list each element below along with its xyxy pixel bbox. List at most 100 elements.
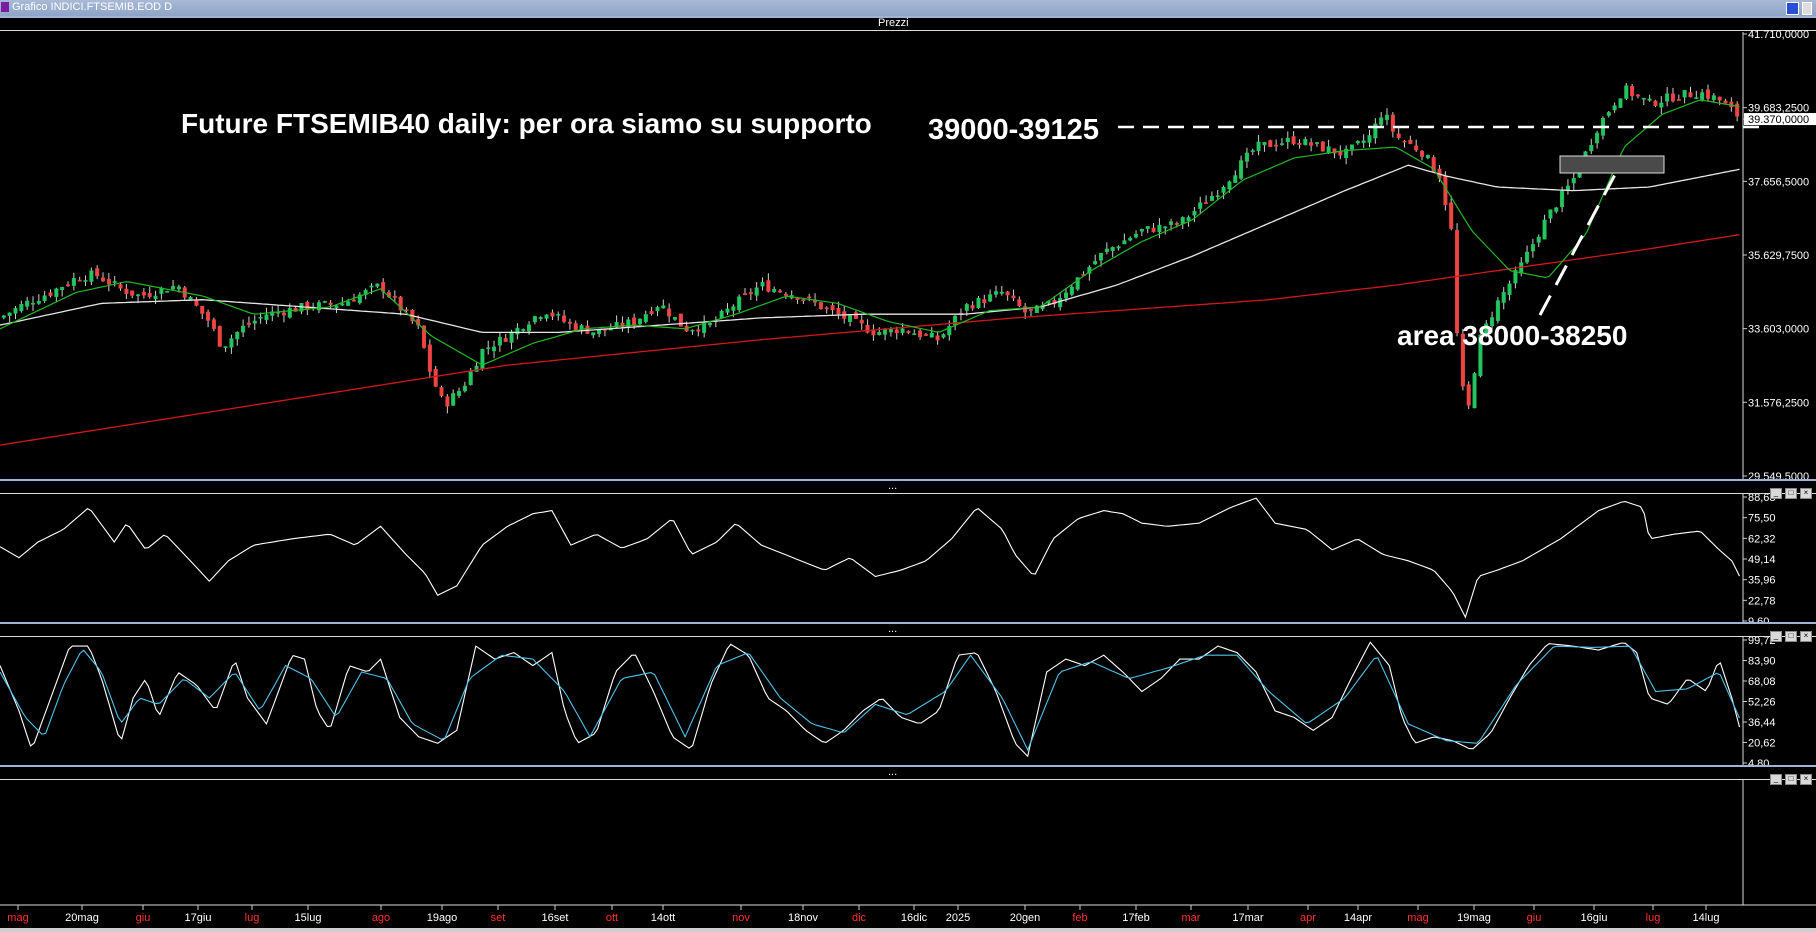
resistance-label: 39000-39125 [928,114,1099,146]
candle-body [532,316,537,323]
candle-body [1635,94,1640,97]
stoch-pane-header: ... _ □ × [0,622,1816,642]
candle-body [101,277,106,282]
candle-body [801,299,806,301]
candle-body [1279,143,1284,145]
pane-close-button[interactable]: × [1800,631,1812,642]
candle-body [1093,261,1098,265]
candle-body [1303,139,1308,146]
x-axis-tick: 14ott [651,912,675,924]
candle-body [503,338,508,342]
pane-close-button[interactable]: × [1800,488,1812,499]
x-axis-tick: 16set [542,912,569,924]
candle-body [678,313,683,327]
pane-maximize-button[interactable]: □ [1785,488,1797,499]
candle-body [620,322,625,327]
candle-body [42,295,47,302]
candle-body [929,332,934,338]
candle-body [241,325,246,333]
candle-body [1612,105,1617,111]
pane-minimize-button[interactable]: _ [1770,774,1782,785]
x-axis-tick: 17feb [1122,912,1150,924]
candle-body [357,294,362,304]
candle-body [270,311,275,316]
candle-body [1361,140,1366,143]
candle-body [66,284,71,287]
ma-fast-line [0,99,1740,366]
window-icon-button[interactable] [1786,2,1799,15]
candle-body [1017,299,1022,307]
candle-body [1274,144,1279,147]
candle-body [1099,253,1104,261]
candle-body [1490,317,1495,327]
price-pane-title: Prezzi [878,17,909,29]
candle-body [206,311,211,321]
last-price-marker [1744,113,1816,126]
candle-body [71,278,76,286]
candle-body [1618,98,1623,108]
support-zone-box [1559,155,1665,174]
candle-body [1122,240,1127,245]
candle-body [136,294,141,297]
stoch-y-tick: 99,72 [1748,635,1776,647]
candle-body [1192,210,1197,216]
stoch-pane-marker: ... [888,623,898,635]
candle-body [521,329,526,331]
x-axis-tick: 2025 [946,912,970,924]
candle-body [1408,139,1413,144]
candle-body [1717,96,1722,101]
candle-body [1034,305,1039,313]
pane-minimize-button[interactable]: _ [1770,631,1782,642]
candle-body [719,310,724,319]
candle-body [818,302,823,309]
candle-body [1139,229,1144,232]
stoch-y-tick: 83,90 [1748,656,1776,668]
candle-body [1379,117,1384,125]
candle-body [754,287,759,296]
candle-body [836,308,841,315]
candle-body [672,316,677,320]
candle-body [1676,99,1681,101]
x-axis-tick: giu [1527,912,1542,924]
x-axis-tick: feb [1072,912,1087,924]
candle-body [1373,123,1378,139]
candle-body [772,288,777,293]
candle-body [346,301,351,306]
candle-body [1332,148,1337,154]
stoch-y-tick: 36,44 [1748,717,1776,729]
candle-body [1023,306,1028,313]
chart-annotation-title: Future FTSEMIB40 daily: per ora siamo su… [181,108,872,139]
candle-body [982,299,987,303]
candle-body [1554,207,1559,212]
pane-maximize-button[interactable]: □ [1785,774,1797,785]
window-restore-button[interactable] [1802,2,1812,15]
candle-body [748,292,753,295]
candle-body [935,335,940,341]
candle-body [1466,384,1471,406]
candle-body [731,306,736,311]
candle-body [1641,97,1646,100]
candle-body [725,308,730,313]
candle-body [1694,97,1699,99]
rsi-line-1 [0,497,1740,619]
rsi-y-tick: 75,50 [1748,513,1776,525]
candle-body [1472,373,1477,409]
x-axis-tick: nov [732,912,750,924]
candle-body [375,283,380,287]
candle-body [433,368,438,387]
candle-body [1425,155,1430,159]
candle-body [223,346,228,348]
pane-close-button[interactable]: × [1800,774,1812,785]
pane-maximize-button[interactable]: □ [1785,631,1797,642]
rsi-y-tick: 35,96 [1748,575,1776,587]
stoch-line-1 [0,641,1741,758]
candle-body [1163,226,1168,229]
candle-body [1069,286,1074,295]
x-axis-tick: lug [1646,912,1661,924]
pane-minimize-button[interactable]: _ [1770,488,1782,499]
candle-body [743,293,748,295]
candle-body [83,280,88,282]
candle-body [1011,295,1016,299]
candle-body [637,318,642,325]
